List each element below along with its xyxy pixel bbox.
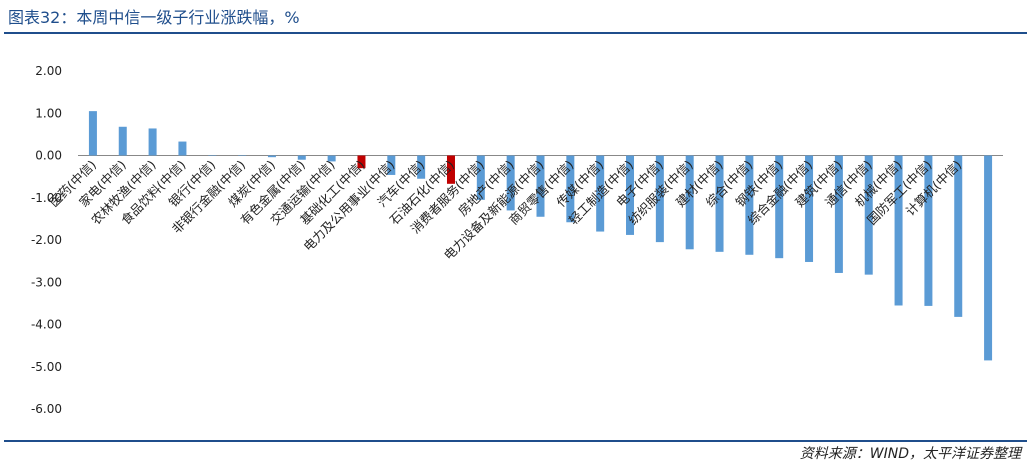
y-tick-label: 1.00: [35, 106, 62, 120]
bar: [148, 128, 157, 156]
y-tick-label: -5.00: [31, 360, 62, 374]
bar: [387, 155, 396, 175]
bar: [566, 155, 575, 223]
bar: [446, 155, 455, 184]
bar: [626, 155, 635, 235]
bar: [476, 155, 485, 200]
bar: [506, 155, 515, 211]
source-note: 资料来源：WIND，太平洋证券整理: [799, 446, 1021, 462]
bar: [297, 155, 306, 160]
bar: [685, 155, 694, 250]
bar: [536, 155, 545, 217]
bar: [655, 155, 664, 243]
bar: [357, 155, 366, 169]
y-tick-label: -2.00: [31, 233, 62, 247]
y-tick-label: -1.00: [31, 191, 62, 205]
bar: [984, 155, 993, 361]
bottom-rule: [4, 440, 1027, 442]
bar: [834, 155, 843, 273]
y-tick-label: 0.00: [35, 149, 62, 163]
chart-title: 图表32：本周中信一级子行业涨跌幅，%: [8, 8, 300, 27]
y-tick-label: -6.00: [31, 402, 62, 416]
bar: [775, 155, 784, 259]
bar: [715, 155, 724, 252]
y-tick-label: -4.00: [31, 318, 62, 332]
bar: [267, 155, 276, 158]
bar: [864, 155, 873, 275]
y-tick-label: -3.00: [31, 275, 62, 289]
bar: [894, 155, 903, 306]
bar: [745, 155, 754, 255]
bar: [924, 155, 933, 306]
bar: [417, 155, 426, 179]
bar: [327, 155, 336, 162]
bar: [238, 155, 247, 156]
y-tick-label: 2.00: [35, 64, 62, 78]
bar: [208, 155, 217, 156]
bar: [118, 126, 127, 156]
bar: [805, 155, 814, 262]
top-rule: [4, 32, 1027, 34]
bar: [88, 111, 97, 156]
bar: [178, 141, 187, 156]
bar: [954, 155, 963, 317]
bar: [596, 155, 605, 232]
